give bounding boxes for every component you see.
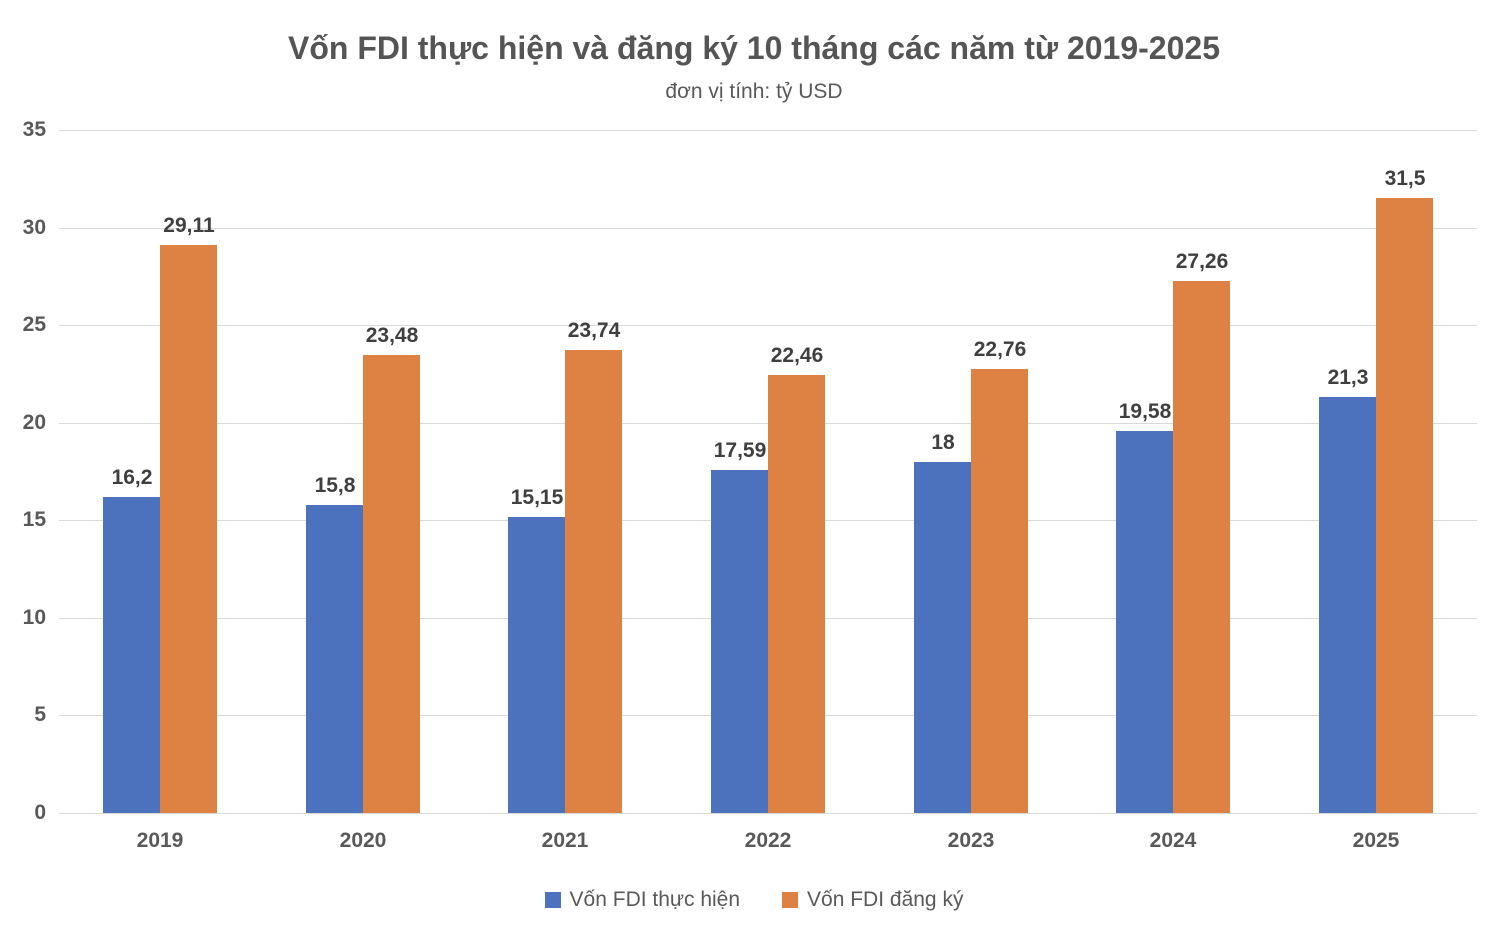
bar-value-label: 29,11: [163, 214, 215, 237]
bar-series1-2022: [711, 470, 768, 813]
bar-value-label: 21,3: [1327, 366, 1369, 389]
bar-value-label: 22,46: [770, 344, 824, 367]
y-axis-tick-label: 35: [22, 118, 46, 141]
legend-item-series1: Vốn FDI thực hiện: [544, 888, 741, 912]
bar-value-label: 23,48: [365, 324, 419, 347]
bar-series1-2020: [306, 505, 363, 813]
x-axis-tick-label: 2019: [136, 829, 184, 852]
bar-value-label: 15,8: [314, 474, 356, 497]
bar-value-label: 16,2: [111, 466, 153, 489]
x-axis-tick-label: 2025: [1352, 829, 1400, 852]
bar-value-label: 15,15: [510, 486, 564, 509]
legend-swatch-icon: [544, 892, 561, 908]
chart-subtitle: đơn vị tính: tỷ USD: [665, 80, 843, 103]
bar-value-label: 31,5: [1384, 167, 1426, 190]
y-axis-tick-label: 0: [34, 801, 46, 824]
legend-label: Vốn FDI đăng ký: [807, 888, 964, 911]
y-axis-tick-label: 5: [34, 703, 46, 726]
legend-label: Vốn FDI thực hiện: [569, 888, 741, 911]
x-axis-tick-label: 2022: [744, 829, 792, 852]
chart-title: Vốn FDI thực hiện và đăng ký 10 tháng cá…: [288, 30, 1220, 66]
legend: Vốn FDI thực hiện Vốn FDI đăng ký: [0, 888, 1508, 912]
bar-series1-2023: [914, 462, 971, 813]
bar-series1-2025: [1319, 397, 1376, 813]
bar-series1-2024: [1116, 431, 1173, 813]
bar-series2-2024: [1173, 281, 1230, 813]
legend-item-series2: Vốn FDI đăng ký: [782, 888, 963, 912]
x-axis-tick-label: 2020: [339, 829, 387, 852]
x-axis-tick-label: 2023: [947, 829, 995, 852]
y-axis-tick-label: 10: [22, 606, 46, 629]
bar-series2-2021: [565, 350, 622, 813]
bar-series2-2020: [363, 355, 420, 813]
bar-series2-2022: [768, 375, 825, 813]
y-axis-tick-label: 25: [22, 313, 46, 336]
bar-series1-2019: [103, 497, 160, 813]
x-axis-tick-label: 2024: [1149, 829, 1197, 852]
y-axis-tick-label: 15: [22, 508, 46, 531]
gridline-y30: [59, 228, 1477, 229]
y-axis-tick-label: 20: [22, 411, 46, 434]
gridline-y25: [59, 325, 1477, 326]
bar-value-label: 23,74: [567, 319, 621, 342]
gridline-y35: [59, 130, 1477, 131]
bar-value-label: 19,58: [1118, 400, 1172, 423]
bar-series2-2025: [1376, 198, 1433, 813]
bar-series2-2023: [971, 369, 1028, 813]
bar-series1-2021: [508, 517, 565, 813]
bar-value-label: 27,26: [1175, 250, 1229, 273]
bar-series2-2019: [160, 245, 217, 813]
legend-swatch-icon: [782, 892, 799, 908]
y-axis-tick-label: 30: [22, 216, 46, 239]
bar-value-label: 18: [931, 431, 955, 454]
bar-value-label: 22,76: [973, 338, 1027, 361]
x-axis-tick-label: 2021: [541, 829, 589, 852]
gridline-y0: [59, 813, 1477, 814]
bar-value-label: 17,59: [713, 439, 767, 462]
